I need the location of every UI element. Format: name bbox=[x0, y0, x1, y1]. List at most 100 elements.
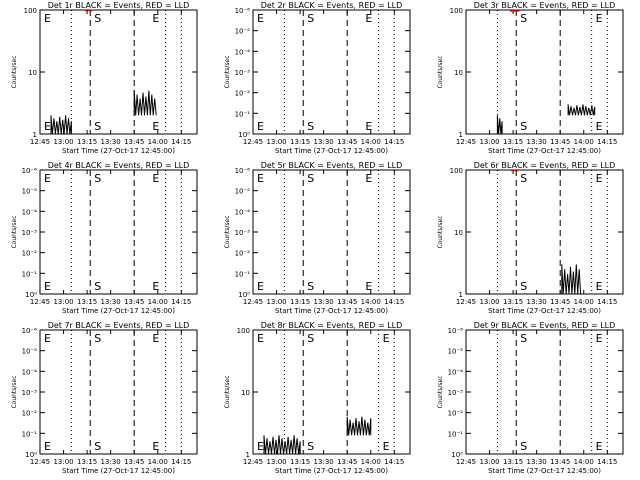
event-marker-top: E bbox=[152, 12, 159, 25]
x-tick-label: 13:30 bbox=[314, 458, 334, 466]
event-marker-top: E bbox=[44, 332, 51, 345]
y-tick-label: 10⁻⁵ bbox=[235, 188, 251, 196]
x-tick-label: 14:15 bbox=[171, 138, 191, 146]
chart-title: Det 7r BLACK = Events, RED = LLD bbox=[48, 321, 190, 330]
y-tick-label: 10⁻⁴ bbox=[448, 368, 464, 376]
x-tick-label: 12:45 bbox=[456, 138, 476, 146]
x-tick-label: 13:45 bbox=[550, 138, 570, 146]
series-trace bbox=[85, 8, 93, 13]
x-tick-label: 13:15 bbox=[290, 458, 310, 466]
event-marker-top: E bbox=[44, 172, 51, 185]
y-tick-label: 10⁻¹ bbox=[235, 270, 251, 278]
x-tick-label: 13:00 bbox=[266, 298, 286, 306]
event-marker-bottom: S bbox=[520, 440, 527, 453]
x-axis-label: Start Time (27-Oct-17 12:45:00) bbox=[62, 307, 175, 315]
y-tick-label: 100 bbox=[450, 167, 463, 175]
y-tick-label: 100 bbox=[450, 7, 463, 15]
y-tick-label: 10⁻¹ bbox=[22, 270, 38, 278]
series-trace bbox=[50, 115, 72, 135]
x-tick-label: 13:00 bbox=[479, 138, 499, 146]
event-marker-top: S bbox=[520, 172, 527, 185]
y-tick-label: 1 bbox=[33, 131, 37, 139]
event-marker-top: E bbox=[596, 332, 603, 345]
event-marker-top: S bbox=[520, 332, 527, 345]
y-tick-label: 10⁻³ bbox=[22, 229, 38, 237]
event-marker-bottom: E bbox=[257, 280, 264, 293]
x-axis-label: Start Time (27-Oct-17 12:45:00) bbox=[275, 307, 388, 315]
x-tick-label: 12:45 bbox=[30, 298, 50, 306]
x-tick-label: 13:15 bbox=[290, 298, 310, 306]
series-trace bbox=[346, 416, 372, 436]
y-tick-label: 10⁰ bbox=[238, 291, 250, 299]
y-tick-label: 100 bbox=[24, 7, 37, 15]
y-tick-label: 10⁰ bbox=[25, 291, 37, 299]
x-tick-label: 13:00 bbox=[479, 298, 499, 306]
x-axis-label: Start Time (27-Oct-17 12:45:00) bbox=[275, 147, 388, 155]
y-tick-label: 10⁻⁶ bbox=[448, 327, 464, 335]
event-marker-bottom: E bbox=[365, 280, 372, 293]
x-tick-label: 14:00 bbox=[148, 298, 168, 306]
y-tick-label: 10⁻¹ bbox=[448, 430, 464, 438]
x-tick-label: 13:30 bbox=[527, 458, 547, 466]
chart-title: Det 6r BLACK = Events, RED = LLD bbox=[474, 161, 616, 170]
x-tick-label: 13:30 bbox=[101, 138, 121, 146]
x-tick-label: 13:00 bbox=[266, 458, 286, 466]
x-tick-label: 13:15 bbox=[503, 458, 523, 466]
series-trace bbox=[496, 115, 503, 135]
event-marker-bottom: E bbox=[596, 120, 603, 133]
y-tick-label: 10⁰ bbox=[451, 451, 463, 459]
chart-title: Det 2r BLACK = Events, RED = LLD bbox=[261, 1, 403, 10]
y-axis-label: Counts/sec bbox=[437, 375, 444, 408]
x-tick-label: 13:45 bbox=[337, 298, 357, 306]
y-axis-label: Counts/sec bbox=[224, 375, 231, 408]
event-marker-bottom: S bbox=[520, 120, 527, 133]
y-axis-label: Counts/sec bbox=[11, 215, 18, 248]
y-tick-label: 10⁰ bbox=[238, 131, 250, 139]
event-marker-top: S bbox=[307, 172, 314, 185]
x-tick-label: 13:15 bbox=[77, 138, 97, 146]
x-tick-label: 13:30 bbox=[527, 138, 547, 146]
event-marker-bottom: E bbox=[152, 120, 159, 133]
x-tick-label: 14:00 bbox=[574, 138, 594, 146]
x-tick-label: 14:15 bbox=[384, 138, 404, 146]
x-tick-label: 14:00 bbox=[574, 458, 594, 466]
y-tick-label: 10⁻² bbox=[448, 410, 464, 418]
y-tick-label: 10⁻³ bbox=[22, 389, 38, 397]
x-tick-label: 13:15 bbox=[77, 458, 97, 466]
x-tick-label: 13:30 bbox=[101, 298, 121, 306]
series-trace bbox=[511, 168, 519, 173]
event-marker-bottom: S bbox=[307, 280, 314, 293]
x-tick-label: 13:00 bbox=[53, 298, 73, 306]
event-marker-top: S bbox=[94, 12, 101, 25]
series-trace bbox=[263, 435, 301, 455]
x-axis-label: Start Time (27-Oct-17 12:45:00) bbox=[488, 307, 601, 315]
y-axis-label: Counts/sec bbox=[224, 215, 231, 248]
event-marker-bottom: S bbox=[94, 440, 101, 453]
x-tick-label: 13:30 bbox=[314, 138, 334, 146]
event-marker-bottom: E bbox=[257, 120, 264, 133]
chart-title: Det 1r BLACK = Events, RED = LLD bbox=[48, 1, 190, 10]
x-tick-label: 13:30 bbox=[101, 458, 121, 466]
plot-frame bbox=[39, 169, 198, 295]
y-tick-label: 10⁻⁴ bbox=[235, 48, 251, 56]
y-tick-label: 10⁰ bbox=[25, 451, 37, 459]
x-tick-label: 14:15 bbox=[171, 458, 191, 466]
event-marker-top: E bbox=[257, 12, 264, 25]
x-tick-label: 14:15 bbox=[597, 138, 617, 146]
series-trace bbox=[561, 264, 582, 295]
x-tick-label: 12:45 bbox=[243, 298, 263, 306]
plot-frame bbox=[39, 329, 198, 455]
y-tick-label: 10⁻² bbox=[22, 250, 38, 258]
x-tick-label: 12:45 bbox=[243, 458, 263, 466]
series-trace bbox=[133, 90, 157, 116]
event-marker-top: E bbox=[257, 172, 264, 185]
x-tick-label: 12:45 bbox=[456, 458, 476, 466]
plot-frame bbox=[252, 9, 411, 135]
y-tick-label: 10⁻³ bbox=[235, 69, 251, 77]
x-tick-label: 14:15 bbox=[597, 298, 617, 306]
event-marker-top: E bbox=[365, 12, 372, 25]
x-axis-label: Start Time (27-Oct-17 12:45:00) bbox=[488, 147, 601, 155]
